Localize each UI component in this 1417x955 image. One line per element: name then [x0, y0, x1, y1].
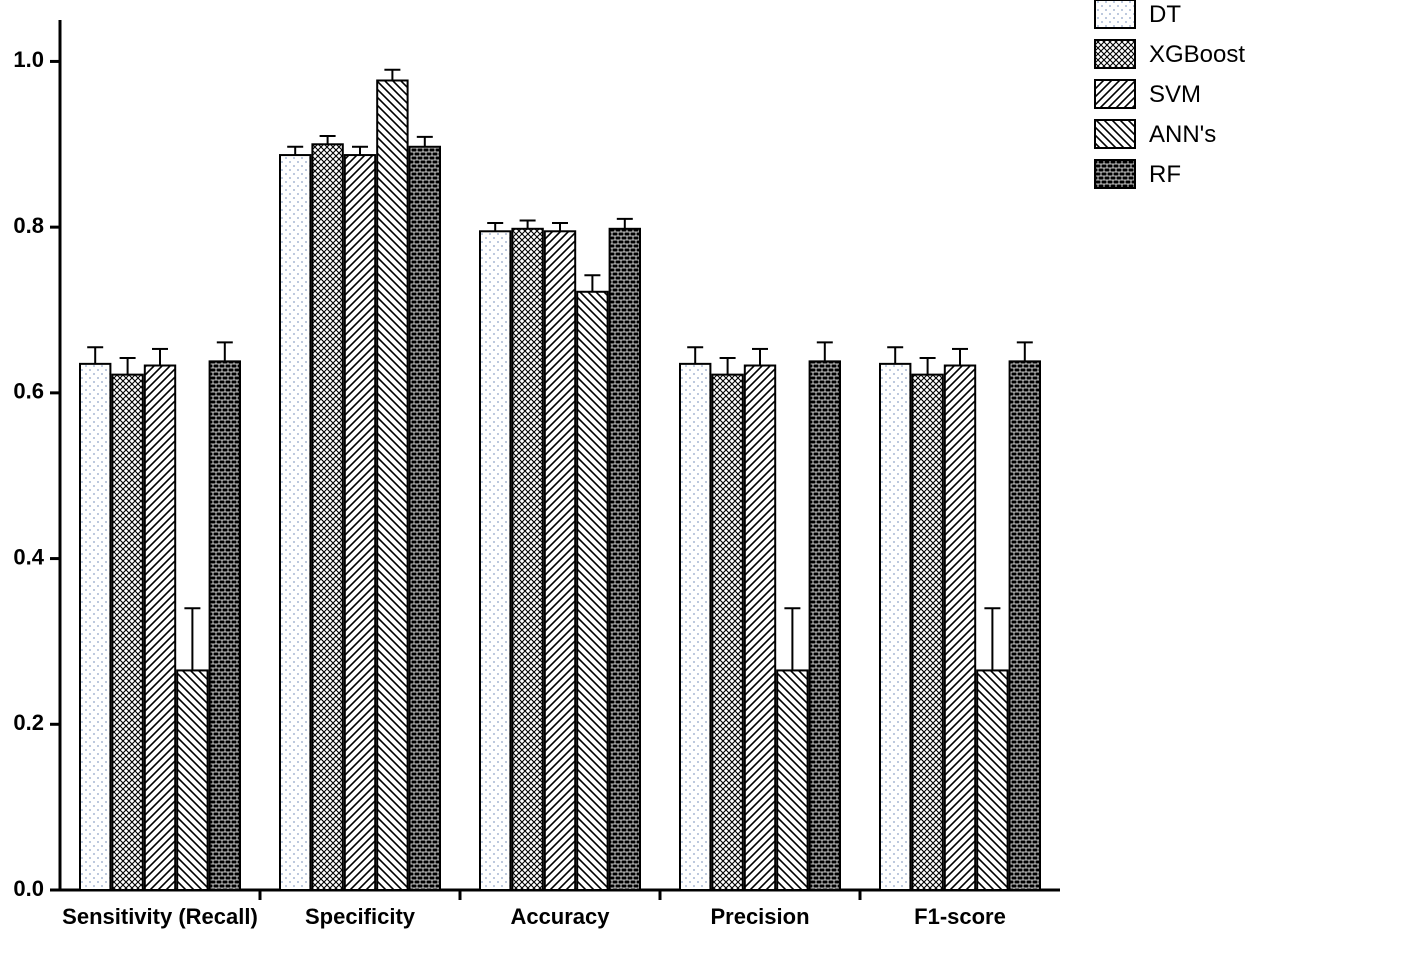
grouped-bar-chart: 0.0 0.2 0.4 0.6 0.8 1.0 Sensitivity (Recall) Sp… — [0, 0, 1417, 955]
bar — [177, 670, 207, 890]
y-tick-label: 0.2 — [13, 710, 44, 735]
bar — [512, 229, 542, 890]
legend-label: SVM — [1149, 81, 1201, 108]
legend-label: DT — [1149, 1, 1181, 28]
bar — [577, 292, 607, 890]
legend-label: XGBoost — [1149, 41, 1245, 68]
legend-swatch — [1095, 0, 1135, 28]
bar — [777, 670, 807, 890]
bar — [680, 364, 710, 890]
bar — [810, 361, 840, 890]
x-category-label: Sensitivity (Recall) — [62, 904, 258, 929]
bar — [745, 366, 775, 890]
y-tick-label: 0.6 — [13, 379, 44, 404]
bar — [480, 231, 510, 890]
bar — [880, 364, 910, 890]
bar — [912, 375, 942, 890]
x-category-label: Accuracy — [510, 904, 610, 929]
bar — [312, 144, 342, 890]
bar — [945, 366, 975, 890]
bar — [280, 155, 310, 890]
bar — [145, 366, 175, 890]
chart-container: 0.0 0.2 0.4 0.6 0.8 1.0 Sensitivity (Recall) Sp… — [0, 0, 1417, 955]
bar — [712, 375, 742, 890]
legend-label: ANN's — [1149, 121, 1216, 148]
legend-swatch — [1095, 40, 1135, 68]
legend-swatch — [1095, 160, 1135, 188]
bar — [1010, 361, 1040, 890]
y-tick-label: 1.0 — [13, 47, 44, 72]
bar — [210, 361, 240, 890]
bar — [977, 670, 1007, 890]
legend-swatch — [1095, 120, 1135, 148]
x-category-label: Specificity — [305, 904, 416, 929]
bar — [345, 155, 375, 890]
bar — [410, 147, 440, 890]
y-tick-label: 0.4 — [13, 544, 44, 569]
y-tick-label: 0.8 — [13, 213, 44, 238]
x-category-label: F1-score — [914, 904, 1006, 929]
bar — [610, 229, 640, 890]
y-tick-label: 0.0 — [13, 876, 44, 901]
bar — [377, 80, 407, 890]
legend-label: RF — [1149, 161, 1181, 188]
bar — [112, 375, 142, 890]
bar — [80, 364, 110, 890]
x-category-label: Precision — [710, 904, 809, 929]
legend-swatch — [1095, 80, 1135, 108]
bar — [545, 231, 575, 890]
